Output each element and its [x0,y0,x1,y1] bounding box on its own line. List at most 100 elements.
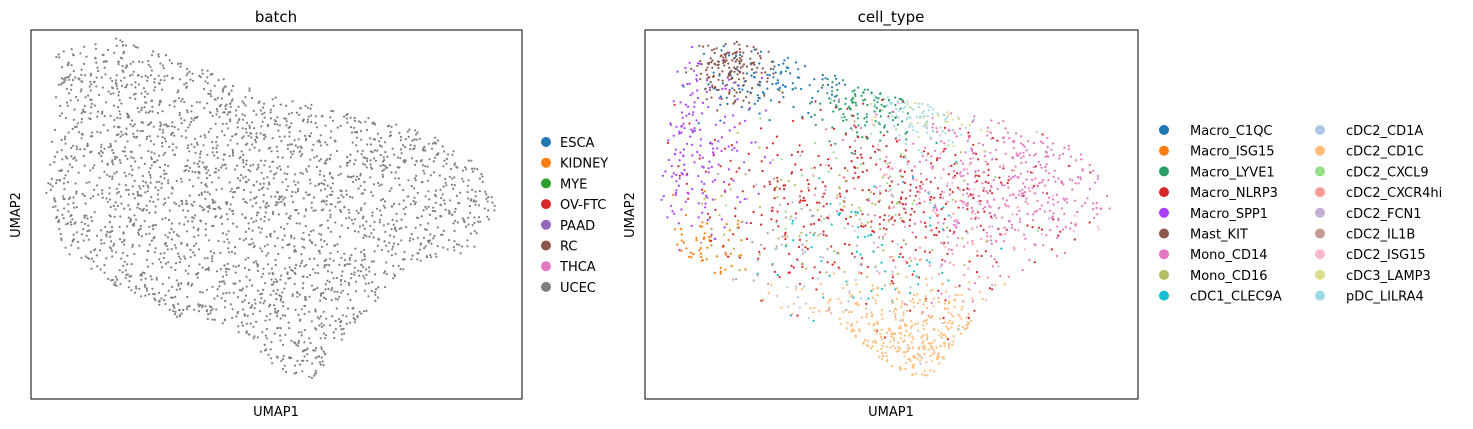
batch-point [363,253,366,256]
batch-point [432,237,435,240]
batch-point [123,243,126,246]
batch-point [305,208,308,211]
batch-point [330,193,333,196]
batch-point [108,175,111,178]
cell-type-point [930,301,933,304]
batch-point [383,168,386,171]
batch-point [83,110,86,114]
batch-point [320,325,323,328]
cell-type-point [882,227,885,230]
batch-point [316,286,319,289]
batch-point [127,216,130,219]
batch-point [152,200,155,203]
batch-point [442,165,445,168]
cell-type-point [794,163,797,166]
cell-type-point [917,105,921,109]
batch-point [339,321,342,324]
cell-type-point [934,212,938,215]
cell-type-point [1070,221,1073,225]
cell-type-point [916,190,919,193]
cell-type-point [908,194,912,198]
batch-point [245,275,248,278]
cell-type-point [856,156,859,159]
cell-type-point [1057,177,1060,180]
cell-type-point [942,191,946,194]
cell-type-point [924,236,927,239]
cell-type-point [850,127,853,130]
cell-type-point [870,233,873,236]
cell-type-point [1094,181,1097,184]
batch-point [211,114,214,118]
batch-point [209,309,212,312]
batch-point [285,120,288,123]
cell-type-point [883,214,886,217]
cell-type-point [890,335,893,338]
cell-type-point [1050,248,1053,251]
cell-type-point [879,139,882,142]
cell-type-point [942,342,945,345]
cell-type-point [860,257,864,260]
cell-type-point [991,225,994,228]
batch-point [473,221,476,224]
cell-type-point [853,229,856,232]
batch-point [229,303,232,306]
batch-point [283,364,286,367]
cell-type-point [682,148,686,151]
cell-type-point [986,191,989,195]
cell-type-point [890,193,893,196]
batch-point [232,222,235,225]
batch-point [283,202,286,205]
batch-point [360,129,363,133]
batch-point [199,150,202,153]
batch-point [374,299,377,302]
batch-point [146,184,149,187]
batch-point [143,285,146,288]
cell-type-point [1008,137,1011,140]
cell-type-point [760,223,763,226]
cell-type-point [738,43,741,46]
cell-type-point [738,47,741,51]
cell-type-point [1055,254,1058,258]
batch-point [250,96,253,100]
batch-point [163,123,166,126]
batch-point [112,92,115,95]
batch-point [299,150,302,153]
cell-type-point [873,110,876,113]
cell-type-point [710,235,713,238]
cell-type-point [1020,195,1023,198]
batch-point [393,153,396,156]
cell-type-point [1057,234,1060,237]
batch-point [453,240,456,243]
batch-point [75,125,78,128]
cell-type-point [924,294,927,298]
batch-point [268,165,271,168]
batch-point [303,355,306,358]
batch-point [410,232,413,236]
cell-type-point [730,144,733,147]
batch-point [118,110,121,113]
batch-point [382,204,385,207]
batch-point [297,138,300,141]
batch-point [480,172,483,176]
cell-type-point [907,344,910,347]
batch-point [220,280,223,283]
cell-type-point [736,131,739,134]
batch-point [353,266,356,269]
batch-point [296,359,299,362]
batch-point [223,306,226,309]
batch-point [216,110,219,113]
cell-type-point [909,189,912,192]
batch-point [305,263,308,267]
cell-type-point [733,70,736,73]
batch-point [395,212,398,215]
batch-point [266,176,269,179]
batch-point [180,122,183,125]
cell-type-point [789,314,793,317]
cell-type-point [921,183,924,186]
batch-point [328,193,331,196]
cell-type-point [939,317,942,320]
batch-point [145,233,148,236]
batch-point [250,238,253,241]
cell-type-point [940,140,943,143]
cell-type-point [711,151,715,154]
